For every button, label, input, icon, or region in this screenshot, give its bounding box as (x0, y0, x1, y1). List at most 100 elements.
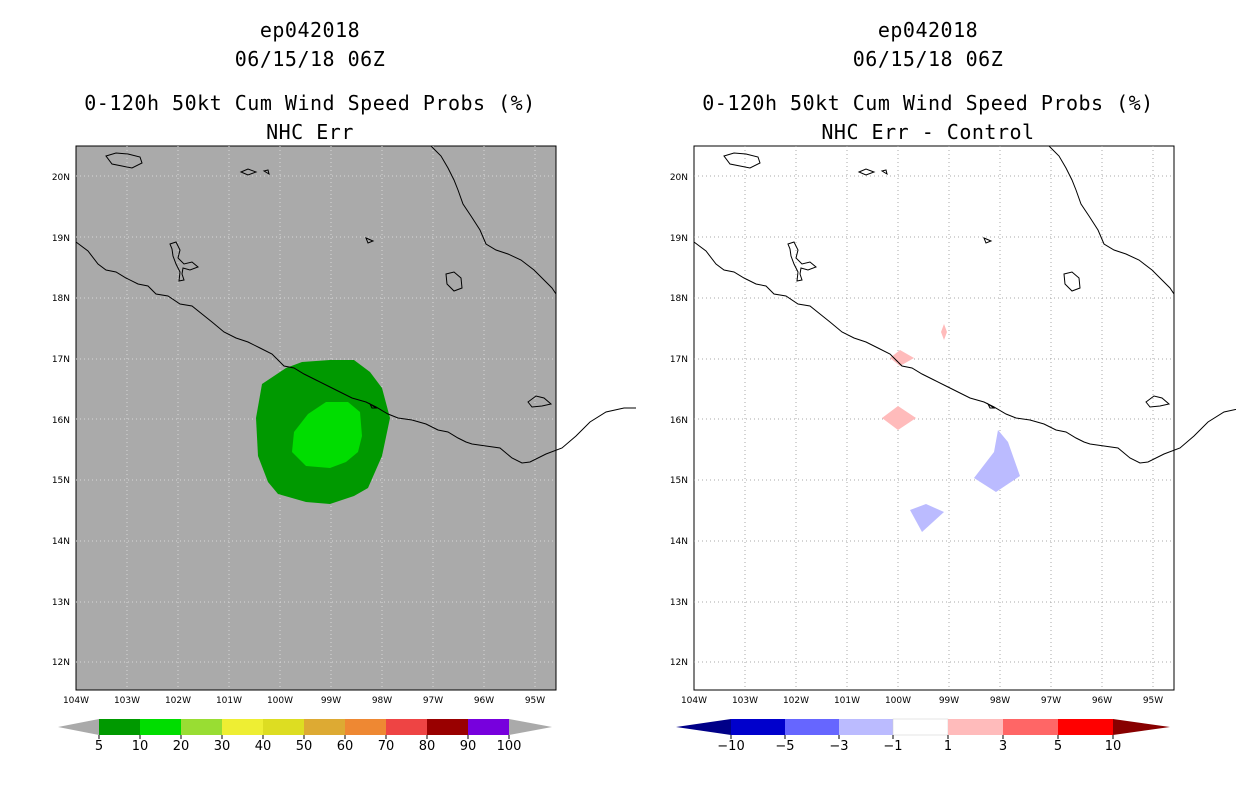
left-colorbar-label: 30 (214, 739, 231, 754)
lat-label: 15N (670, 476, 688, 486)
lat-label: 17N (670, 355, 688, 365)
right-colorbar-label: −3 (829, 739, 848, 754)
right-colorbar-label: −1 (883, 739, 902, 754)
lat-label: 18N (52, 294, 70, 304)
right-colorbar-box (1058, 719, 1113, 735)
left-colorbar-low-arrow (58, 719, 99, 735)
lat-label: 17N (52, 355, 70, 365)
lon-label: 103W (732, 696, 758, 706)
diff-positive-area (882, 406, 916, 430)
left-colorbar-box (222, 719, 263, 735)
left-colorbar-box (263, 719, 304, 735)
left-colorbar-label: 90 (460, 739, 477, 754)
left-product-block: 0-120h 50kt Cum Wind Speed Probs (%) NHC… (60, 89, 560, 147)
left-colorbar-box (427, 719, 468, 735)
lon-label: 97W (1041, 696, 1061, 706)
lon-label: 100W (885, 696, 911, 706)
right-datetime: 06/15/18 06Z (852, 47, 1004, 71)
left-title-block: ep042018 06/15/18 06Z (60, 16, 560, 74)
diff-negative-area (974, 430, 1020, 492)
right-colorbar-low-arrow (676, 719, 731, 735)
diff-positive-area (941, 324, 947, 340)
lat-label: 14N (670, 537, 688, 547)
left-subtitle: NHC Err (266, 120, 354, 144)
lat-label: 20N (52, 173, 70, 183)
lon-label: 95W (525, 696, 545, 706)
right-colorbar-high-arrow (1113, 719, 1170, 735)
left-datetime: 06/15/18 06Z (234, 47, 386, 71)
lon-label: 99W (321, 696, 341, 706)
right-colorbar-label: −10 (717, 739, 744, 754)
lon-label: 102W (165, 696, 191, 706)
prob-contour-10-20 (292, 402, 362, 468)
lat-label: 12N (52, 658, 70, 668)
lat-label: 16N (52, 416, 70, 426)
right-colorbar-label: 3 (999, 739, 1007, 754)
right-colorbar-box (892, 718, 949, 736)
left-map-panel (75, 145, 637, 691)
left-colorbar-label: 100 (497, 739, 522, 754)
right-lon-labels: 104W 103W 102W 101W 100W 99W 98W 97W 96W… (681, 696, 1163, 706)
diff-positive-area (890, 350, 914, 366)
left-storm-id: ep042018 (259, 18, 361, 42)
left-colorbar-label: 70 (378, 739, 395, 754)
right-lat-labels: 20N 19N 18N 17N 16N 15N 14N 13N 12N (670, 173, 688, 668)
left-colorbar-high-arrow (509, 719, 552, 735)
left-colorbar-box (345, 719, 386, 735)
right-colorbar-box (948, 719, 1003, 735)
diff-negative-area (910, 504, 944, 532)
lat-label: 19N (670, 234, 688, 244)
right-colorbar-box (785, 719, 839, 735)
left-colorbar-label: 10 (132, 739, 149, 754)
right-colorbar: −10 −5 −3 −1 1 3 5 10 (676, 718, 1170, 754)
left-colorbar-label: 50 (296, 739, 313, 754)
left-colorbar-box (99, 719, 140, 735)
lat-label: 19N (52, 234, 70, 244)
right-colorbar-box (1003, 719, 1058, 735)
left-colorbar: 5 10 20 30 40 50 60 70 80 90 100 (58, 719, 552, 754)
lon-label: 96W (1092, 696, 1112, 706)
left-colorbar-box (386, 719, 427, 735)
lat-label: 13N (52, 598, 70, 608)
lon-label: 98W (990, 696, 1010, 706)
lon-label: 95W (1143, 696, 1163, 706)
right-colorbar-box (731, 719, 785, 735)
left-colorbar-box (140, 719, 181, 735)
right-product-block: 0-120h 50kt Cum Wind Speed Probs (%) NHC… (678, 89, 1178, 147)
lon-label: 101W (216, 696, 242, 706)
left-colorbar-box (468, 719, 509, 735)
lat-label: 14N (52, 537, 70, 547)
lat-label: 16N (670, 416, 688, 426)
lat-label: 13N (670, 598, 688, 608)
lon-label: 99W (939, 696, 959, 706)
lon-label: 101W (834, 696, 860, 706)
left-colorbar-box (304, 719, 345, 735)
right-colorbar-label: −5 (775, 739, 794, 754)
right-subtitle: NHC Err - Control (821, 120, 1035, 144)
left-colorbar-label: 80 (419, 739, 436, 754)
left-colorbar-label: 40 (255, 739, 272, 754)
left-product: 0-120h 50kt Cum Wind Speed Probs (%) (84, 91, 536, 115)
right-map-panel (693, 145, 1236, 691)
lat-label: 15N (52, 476, 70, 486)
left-lon-labels: 104W 103W 102W 101W 100W 99W 98W 97W 96W… (63, 696, 545, 706)
right-title-block: ep042018 06/15/18 06Z (678, 16, 1178, 74)
lon-label: 98W (372, 696, 392, 706)
right-colorbar-label: 10 (1105, 739, 1122, 754)
lon-label: 100W (267, 696, 293, 706)
lat-label: 18N (670, 294, 688, 304)
lat-label: 12N (670, 658, 688, 668)
left-colorbar-box (181, 719, 222, 735)
right-colorbar-box (839, 719, 893, 735)
lon-label: 103W (114, 696, 140, 706)
left-colorbar-label: 60 (337, 739, 354, 754)
left-colorbar-label: 20 (173, 739, 190, 754)
lon-label: 102W (783, 696, 809, 706)
left-colorbar-label: 5 (95, 739, 103, 754)
left-lat-labels: 20N 19N 18N 17N 16N 15N 14N 13N 12N (52, 173, 70, 668)
lon-label: 104W (63, 696, 89, 706)
lon-label: 96W (474, 696, 494, 706)
right-storm-id: ep042018 (877, 18, 979, 42)
right-colorbar-label: 5 (1054, 739, 1062, 754)
